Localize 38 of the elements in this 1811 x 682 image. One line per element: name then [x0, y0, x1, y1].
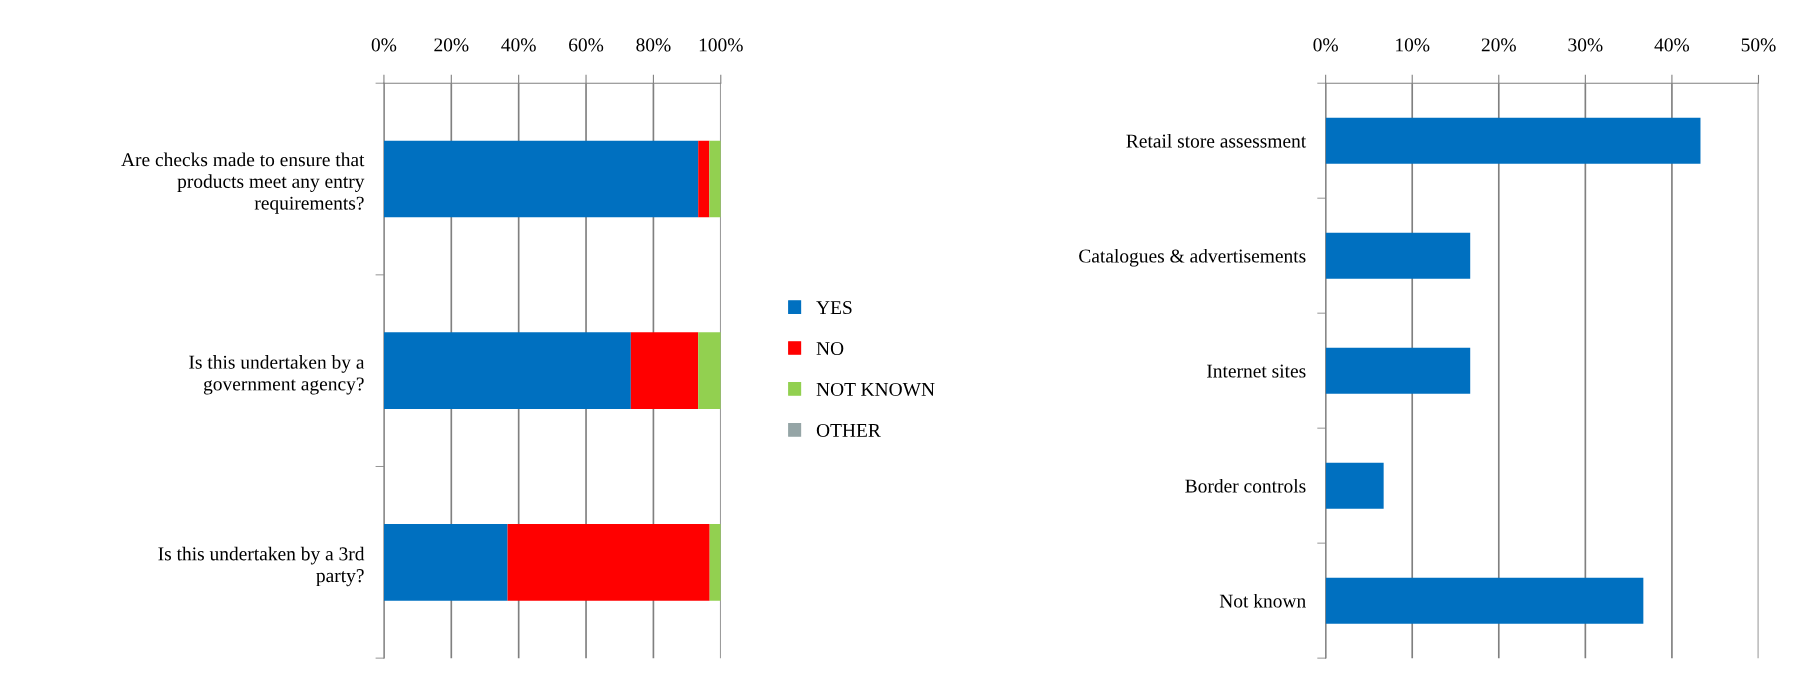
x-tick-label: 20% [434, 38, 469, 52]
bar [1325, 117, 1701, 164]
bar [383, 332, 631, 409]
x-tick-label: 10% [1396, 38, 1430, 52]
y-tick-label: Catalogues & advertisements [1079, 248, 1306, 267]
y-tick-label: Is this undertaken by a government agency? [189, 355, 365, 395]
bar [1325, 462, 1384, 509]
bar [1325, 577, 1644, 624]
x-tick-label: 0% [371, 38, 397, 52]
y-tick-label: Is this undertaken by a 3rd party? [158, 546, 365, 587]
y-tick-label: Are checks made to ensure that products meet any entry requirements? [121, 152, 365, 214]
bar [709, 140, 721, 218]
bar [383, 523, 508, 601]
y-tick-label: Retail store assessment [1126, 133, 1307, 148]
x-tick-label: 30% [1568, 38, 1603, 52]
bar [698, 140, 710, 218]
legend-label: YES [816, 301, 852, 315]
bar [698, 332, 721, 409]
legend-label: NO [816, 341, 844, 356]
legend-label: NOT KNOWN [816, 382, 935, 397]
bar [1325, 347, 1471, 394]
x-tick-label: 100% [699, 38, 743, 52]
y-tick-label: Not known [1219, 593, 1306, 608]
y-tick-label: Internet sites [1207, 364, 1306, 378]
x-tick-label: 40% [1654, 38, 1690, 52]
x-tick-label: 80% [636, 38, 671, 52]
x-tick-label: 20% [1481, 38, 1516, 52]
bar [383, 140, 699, 218]
bar [507, 523, 710, 601]
x-tick-label: 50% [1741, 38, 1776, 52]
x-tick-label: 0% [1313, 38, 1338, 52]
bar [1325, 232, 1471, 279]
bar [630, 332, 699, 409]
x-tick-label: 40% [501, 38, 536, 52]
y-tick-label: Border controls [1185, 478, 1306, 493]
x-tick-label: 60% [569, 38, 604, 52]
legend-label: OTHER [816, 423, 881, 437]
bar [709, 523, 721, 601]
